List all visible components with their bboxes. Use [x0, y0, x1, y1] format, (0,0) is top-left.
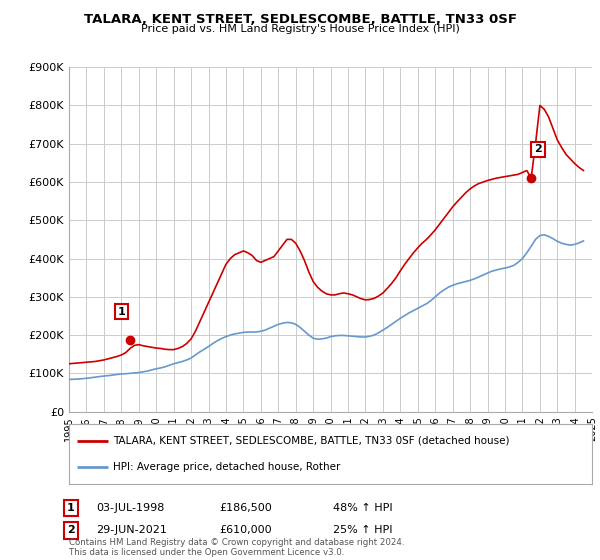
Text: £610,000: £610,000 [219, 525, 272, 535]
Text: 25% ↑ HPI: 25% ↑ HPI [333, 525, 392, 535]
Text: TALARA, KENT STREET, SEDLESCOMBE, BATTLE, TN33 0SF (detached house): TALARA, KENT STREET, SEDLESCOMBE, BATTLE… [113, 436, 510, 446]
Text: TALARA, KENT STREET, SEDLESCOMBE, BATTLE, TN33 0SF: TALARA, KENT STREET, SEDLESCOMBE, BATTLE… [83, 13, 517, 26]
Text: 1: 1 [118, 306, 125, 316]
Text: 2: 2 [534, 144, 542, 155]
Text: 29-JUN-2021: 29-JUN-2021 [96, 525, 167, 535]
Text: £186,500: £186,500 [219, 503, 272, 513]
Text: 2: 2 [67, 525, 74, 535]
Text: HPI: Average price, detached house, Rother: HPI: Average price, detached house, Roth… [113, 463, 341, 473]
Text: 03-JUL-1998: 03-JUL-1998 [96, 503, 164, 513]
Text: Contains HM Land Registry data © Crown copyright and database right 2024.
This d: Contains HM Land Registry data © Crown c… [69, 538, 404, 557]
Text: 48% ↑ HPI: 48% ↑ HPI [333, 503, 392, 513]
Text: Price paid vs. HM Land Registry's House Price Index (HPI): Price paid vs. HM Land Registry's House … [140, 24, 460, 34]
Text: 1: 1 [67, 503, 74, 513]
